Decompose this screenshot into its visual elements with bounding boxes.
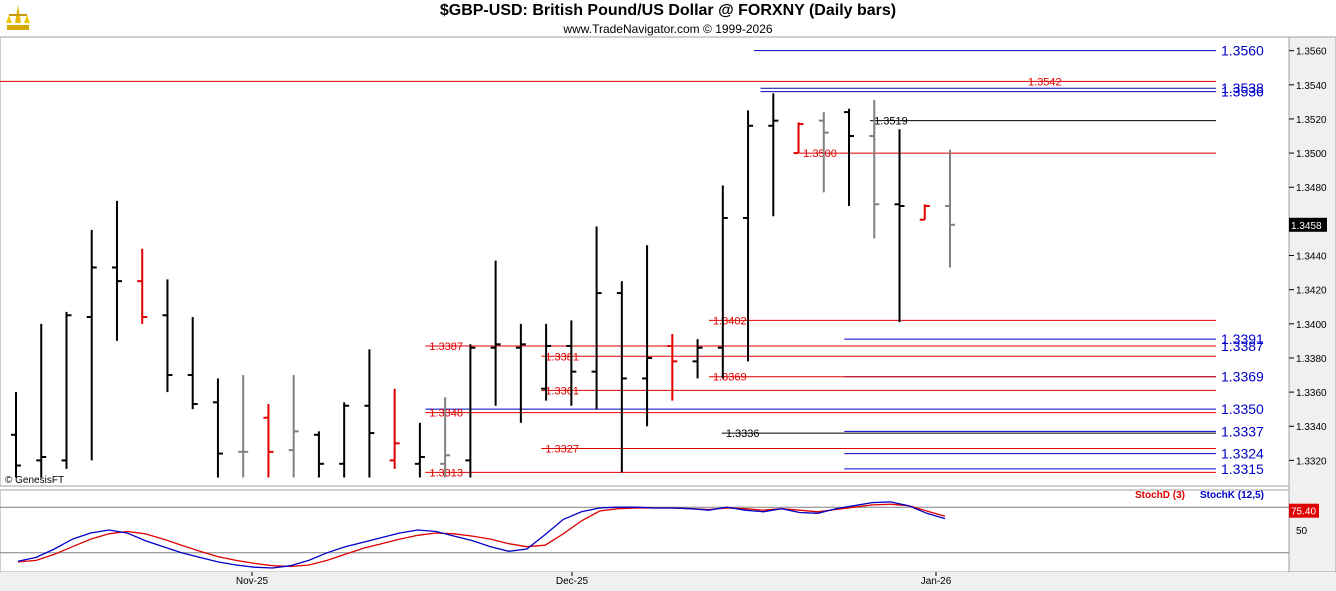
legend-stochk: StochK (12,5) [1200,490,1264,501]
last-price-label: 1.3458 [1291,221,1322,232]
last-price-box [1289,217,1327,232]
oscillator-panel [0,489,1290,573]
chart-subtitle: www.TradeNavigator.com © 1999-2026 [563,22,773,36]
watermark-text: © GenesisFT [5,475,64,486]
y-tick-label: 1.3340 [1296,422,1327,433]
price-level-label: 1.3348 [429,408,463,420]
chart-title: $GBP-USD: British Pound/US Dollar @ FORX… [439,2,897,19]
price-level-label: 1.3560 [1221,43,1264,59]
price-level-label: 1.3336 [726,428,760,440]
price-level-label: 1.3519 [874,116,908,128]
y-tick-label: 1.3440 [1296,252,1327,263]
oscillator-last-value-box [1289,503,1319,518]
y-tick-label: 1.3380 [1296,354,1327,365]
price-level-label: 1.3350 [1221,401,1264,417]
y-tick-label: 1.3500 [1296,149,1327,160]
price-level-label: 1.3315 [1221,461,1264,477]
price-level-label: 1.3381 [545,351,579,363]
price-level-label: 1.3361 [545,385,579,397]
legend-stochd: StochD (3) [1135,490,1185,501]
price-level-label: 1.3402 [713,315,747,327]
y-tick-label: 1.3520 [1296,115,1327,126]
y-tick-label: 1.3320 [1296,456,1327,467]
y-tick-label: 1.3480 [1296,183,1327,194]
x-tick-label: Dec-25 [556,576,589,587]
y-tick-label: 1.3540 [1296,81,1327,92]
x-tick-label: Nov-25 [236,576,269,587]
price-level-label: 1.3542 [1028,76,1062,88]
price-level-label: 1.3324 [1221,446,1264,462]
trade-navigator-logo-icon [3,3,33,33]
y-tick-label: 1.3420 [1296,286,1327,297]
price-level-label: 1.3391 [1221,331,1264,347]
y-tick-label: 1.3560 [1296,47,1327,58]
price-level-label: 1.3369 [713,372,747,384]
price-level-label: 1.3538 [1221,80,1264,96]
price-level-label: 1.3536 [1221,84,1264,100]
price-level-label: 1.3369 [1221,369,1264,385]
price-panel [0,36,1290,487]
price-level-label: 1.3387 [1221,338,1264,354]
oscillator-last-value-label: 75.40 [1291,507,1316,518]
price-level-label: 1.3327 [545,443,579,455]
stochastic-line-k [17,501,946,569]
x-tick-label: Jan-26 [921,576,952,587]
stochastic-line-d [17,503,946,568]
y-tick-label: 1.3360 [1296,388,1327,399]
price-level-label: 1.3337 [1221,423,1264,439]
price-level-label: 1.3387 [429,341,463,353]
price-level-label: 1.3500 [803,148,837,160]
price-level-label: 1.3313 [429,467,463,479]
x-axis-panel [0,572,1336,591]
y-axis-panel [1288,36,1336,573]
oscillator-tick-label: 50 [1296,526,1308,537]
y-tick-label: 1.3400 [1296,320,1327,331]
